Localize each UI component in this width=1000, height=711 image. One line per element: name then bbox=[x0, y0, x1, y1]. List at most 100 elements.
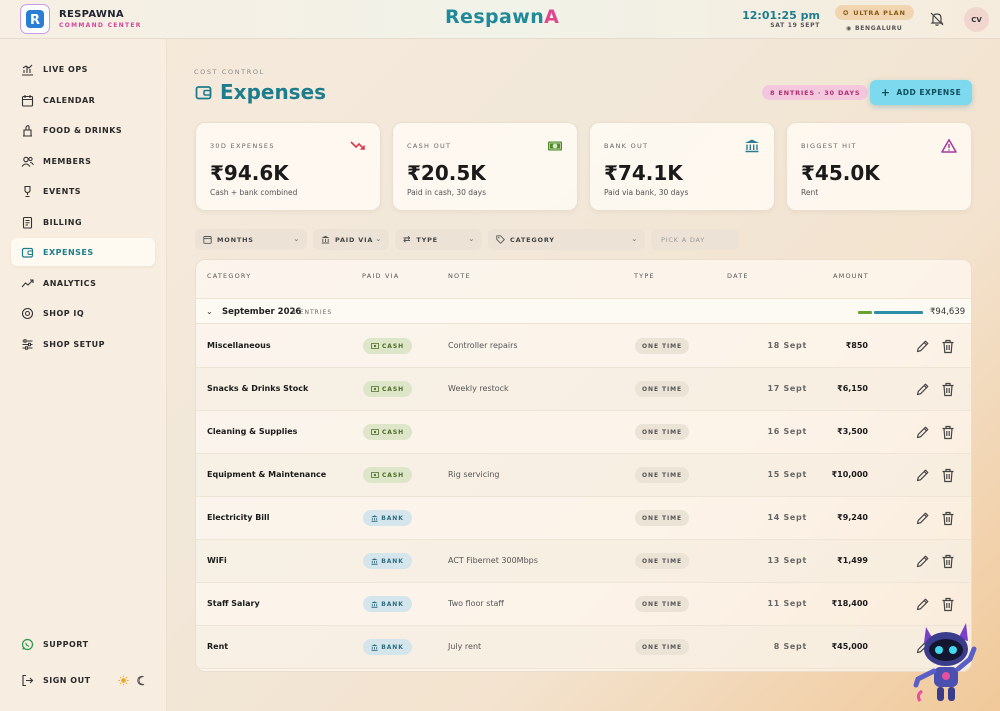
clock-date: SAT 19 SEPT bbox=[770, 22, 820, 29]
wallet-icon bbox=[21, 247, 34, 258]
pick-day-input[interactable]: PICK A DAY bbox=[651, 229, 739, 250]
trash-icon[interactable] bbox=[941, 468, 955, 483]
trash-icon[interactable] bbox=[941, 425, 955, 440]
trash-icon[interactable] bbox=[941, 597, 955, 612]
expenses-table: CATEGORY PAID VIA NOTE TYPE DATE AMOUNT … bbox=[195, 259, 972, 672]
trash-icon[interactable] bbox=[941, 339, 955, 354]
chevron-down-icon: ⌄ bbox=[375, 235, 382, 243]
month-group-row[interactable]: ⌄ September 2026 8 ENTRIES ₹94,639 bbox=[196, 298, 971, 324]
plan-badge[interactable]: ✪ ULTRA PLAN bbox=[835, 5, 914, 20]
sign-out-link[interactable]: SIGN OUT bbox=[11, 666, 111, 694]
location-text: BENGALURU bbox=[854, 25, 903, 32]
table-row[interactable]: Snacks & Drinks Stock CASH Weekly restock O… bbox=[196, 368, 971, 411]
stat-sub: Paid in cash, 30 days bbox=[407, 188, 487, 197]
paid-via-badge: CASH bbox=[363, 381, 412, 397]
support-link[interactable]: SUPPORT bbox=[11, 630, 155, 658]
sidebar-item-shop-iq[interactable]: SHOP IQ bbox=[11, 299, 155, 327]
moon-icon[interactable] bbox=[136, 675, 147, 686]
type-filter[interactable]: ⇄ TYPE ⌄ bbox=[395, 229, 482, 250]
sidebar-item-analytics[interactable]: ANALYTICS bbox=[11, 269, 155, 297]
type-badge: ONE TIME bbox=[635, 510, 689, 526]
category-filter[interactable]: CATEGORY ⌄ bbox=[488, 229, 645, 250]
sidebar-item-expenses[interactable]: EXPENSES bbox=[11, 238, 155, 266]
sidebar-item-live-ops[interactable]: LIVE OPS bbox=[11, 55, 155, 83]
paid-via-label: CASH bbox=[382, 428, 404, 436]
table-row[interactable]: Cleaning & Supplies CASH ONE TIME 16 Sept ₹3… bbox=[196, 411, 971, 454]
row-category: Rent bbox=[207, 642, 229, 651]
sidebar-item-label: BILLING bbox=[43, 217, 83, 227]
edit-icon[interactable] bbox=[915, 554, 930, 569]
paid-via-filter[interactable]: PAID VIA ⌄ bbox=[313, 229, 389, 250]
center-logo-main: Respawn bbox=[445, 6, 545, 28]
center-logo[interactable]: RespawnA bbox=[445, 6, 559, 28]
column-header-date: DATE bbox=[727, 272, 749, 280]
star-icon: ✪ bbox=[843, 8, 850, 17]
edit-icon[interactable] bbox=[915, 468, 930, 483]
chart-bars-icon bbox=[22, 64, 33, 76]
stat-label: 30D EXPENSES bbox=[210, 142, 275, 150]
avatar[interactable]: CV bbox=[964, 7, 989, 32]
table-row[interactable]: Rent BANK July rent ONE TIME 8 Sept ₹45,000 bbox=[196, 626, 971, 669]
add-expense-button[interactable]: + ADD EXPENSE bbox=[870, 80, 972, 105]
group-count: 8 ENTRIES bbox=[292, 309, 333, 316]
sign-out-icon bbox=[22, 674, 34, 686]
members-icon bbox=[21, 156, 34, 167]
trash-icon[interactable] bbox=[941, 511, 955, 526]
bell-off-icon[interactable] bbox=[929, 11, 945, 27]
trend-icon bbox=[21, 278, 34, 287]
page-title: Expenses bbox=[220, 80, 327, 104]
paid-via-badge: CASH bbox=[363, 467, 412, 483]
stat-card-bank-out: BANK OUT ₹74.1K Paid via bank, 30 days bbox=[589, 122, 775, 211]
row-note: Controller repairs bbox=[448, 341, 518, 350]
sidebar-item-label: CALENDAR bbox=[43, 95, 96, 105]
table-row[interactable]: Miscellaneous CASH Controller repairs ONE T… bbox=[196, 325, 971, 368]
table-row[interactable]: Staff Salary BANK Two floor staff ONE TIME 1… bbox=[196, 583, 971, 626]
sidebar-item-members[interactable]: MEMBERS bbox=[11, 147, 155, 175]
trash-icon[interactable] bbox=[941, 554, 955, 569]
sidebar-item-events[interactable]: EVENTS bbox=[11, 177, 155, 205]
row-amount: ₹10,000 bbox=[831, 470, 868, 479]
trash-icon[interactable] bbox=[941, 382, 955, 397]
sidebar-item-food-drinks[interactable]: FOOD & DRINKS bbox=[11, 116, 155, 144]
months-filter[interactable]: MONTHS ⌄ bbox=[195, 229, 307, 250]
type-badge: ONE TIME bbox=[635, 338, 689, 354]
theme-toggle[interactable] bbox=[118, 675, 147, 686]
bank-icon bbox=[321, 235, 330, 244]
row-date: 16 Sept bbox=[767, 427, 807, 436]
row-note: ACT Fibernet 300Mbps bbox=[448, 556, 538, 565]
chevron-down-icon: ⌄ bbox=[293, 235, 300, 243]
sidebar-item-billing[interactable]: BILLING bbox=[11, 208, 155, 236]
stat-label: BIGGEST HIT bbox=[801, 142, 857, 150]
trophy-icon bbox=[24, 185, 31, 197]
food-icon bbox=[23, 124, 32, 137]
category-filter-label: CATEGORY bbox=[510, 235, 555, 244]
paid-via-label: CASH bbox=[382, 385, 404, 393]
table-row[interactable]: Equipment & Maintenance CASH Rig servicing… bbox=[196, 454, 971, 497]
type-badge: ONE TIME bbox=[635, 467, 689, 483]
row-date: 18 Sept bbox=[767, 341, 807, 350]
sun-icon[interactable] bbox=[118, 675, 129, 686]
paid-via-label: BANK bbox=[381, 600, 404, 608]
sidebar-item-shop-setup[interactable]: SHOP SETUP bbox=[11, 330, 155, 358]
pin-icon: ◉ bbox=[846, 25, 852, 32]
cash-icon bbox=[371, 429, 379, 435]
table-row[interactable]: WiFi BANK ACT Fibernet 300Mbps ONE TIME 13 S… bbox=[196, 540, 971, 583]
sidebar-item-calendar[interactable]: CALENDAR bbox=[11, 86, 155, 114]
edit-icon[interactable] bbox=[915, 425, 930, 440]
stat-value: ₹74.1K bbox=[604, 161, 683, 185]
brand-logo[interactable]: R bbox=[20, 4, 50, 34]
edit-icon[interactable] bbox=[915, 339, 930, 354]
chevron-down-icon[interactable]: ⌄ bbox=[206, 307, 213, 316]
row-amount: ₹3,500 bbox=[837, 427, 868, 436]
edit-icon[interactable] bbox=[915, 511, 930, 526]
row-note: Two floor staff bbox=[448, 599, 504, 608]
chevron-down-icon: ⌄ bbox=[631, 235, 638, 243]
stat-sub: Paid via bank, 30 days bbox=[604, 188, 689, 197]
edit-icon[interactable] bbox=[915, 382, 930, 397]
edit-icon[interactable] bbox=[915, 597, 930, 612]
table-row[interactable]: Electricity Bill BANK ONE TIME 14 Sept ₹9,24… bbox=[196, 497, 971, 540]
cash-icon bbox=[371, 472, 379, 478]
paid-via-label: BANK bbox=[381, 557, 404, 565]
row-category: Miscellaneous bbox=[207, 341, 271, 350]
row-note: Rig servicing bbox=[448, 470, 500, 479]
